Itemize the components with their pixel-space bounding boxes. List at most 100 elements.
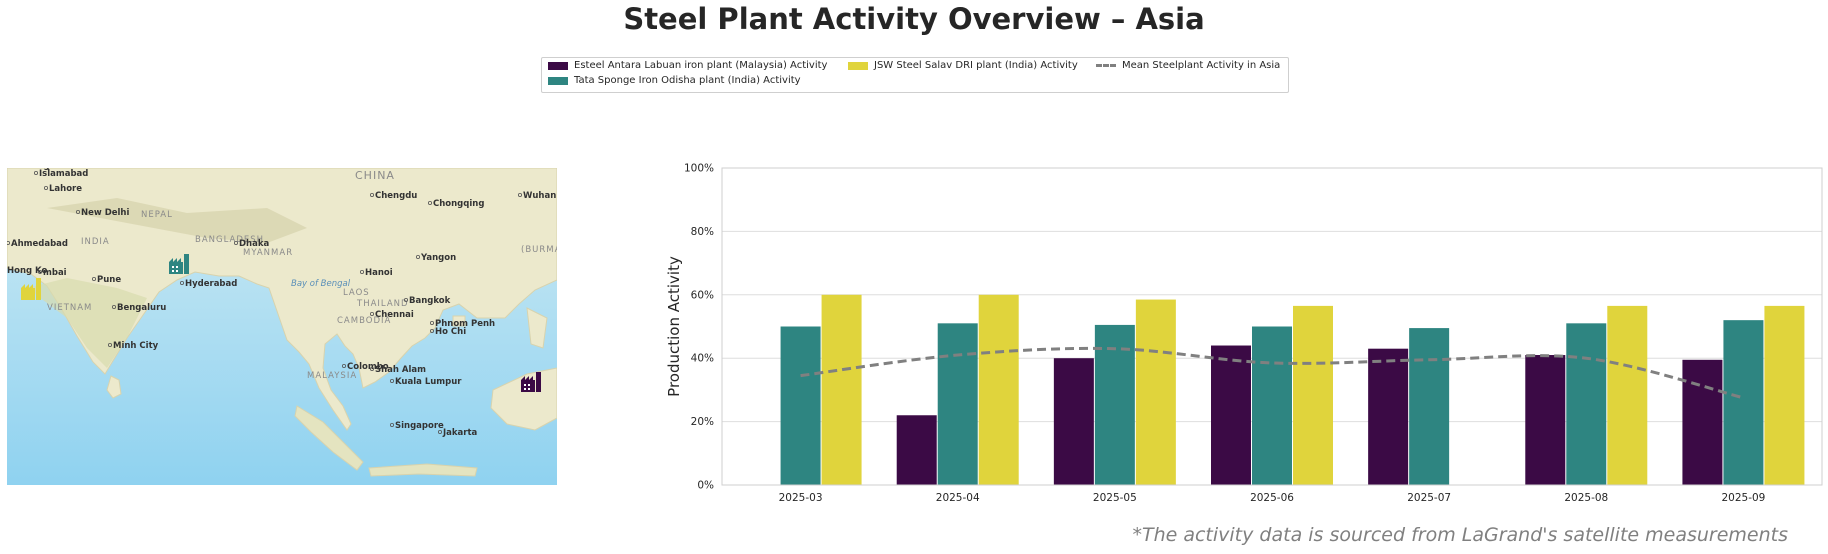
legend-swatch-jsw <box>848 61 868 70</box>
y-tick-label: 20% <box>691 416 714 428</box>
bar-series1 <box>1053 358 1094 485</box>
source-footnote: *The activity data is sourced from LaGra… <box>1132 524 1788 546</box>
map-city-dot <box>369 311 374 316</box>
map-label: Chengdu <box>375 191 417 201</box>
bar-series2 <box>937 323 978 485</box>
legend-item-mean: Mean Steelplant Activity in Asia <box>1096 60 1280 71</box>
map-land-philippines <box>526 307 548 349</box>
map-label: Ho Chi <box>435 327 466 337</box>
map-city-dot <box>76 210 81 215</box>
map-label: Shah Alam <box>375 365 426 375</box>
map-city-dot <box>403 297 408 302</box>
y-axis-label: Production Activity <box>665 256 683 397</box>
map-city-dot <box>33 171 38 176</box>
bar-series2 <box>1094 324 1135 485</box>
map-city-dot <box>108 342 113 347</box>
map-land-sumatra <box>294 405 364 471</box>
map-label: Kuala Lumpur <box>395 377 462 387</box>
bar-series1 <box>1525 355 1566 485</box>
legend-swatch-esteel <box>548 61 568 70</box>
map-label: Hanoi <box>365 268 393 278</box>
map-label: Dhaka <box>239 239 269 249</box>
x-tick-label: 2025-04 <box>936 492 980 504</box>
bar-series2 <box>1566 323 1607 485</box>
asia-map: Islamabad Lahore New Delhi NEPAL CHINA Chengd… <box>7 168 557 485</box>
y-tick-label: 60% <box>691 289 714 301</box>
map-label: Hong Ko <box>7 266 47 276</box>
map-city-dot <box>429 320 434 325</box>
map-label: Minh City <box>113 341 159 351</box>
chart-bars <box>780 294 1805 485</box>
map-label: Pune <box>97 275 121 285</box>
plant-marker-tata <box>169 254 189 274</box>
map-label: BANGLADESH <box>195 235 264 245</box>
x-tick-label: 2025-09 <box>1721 492 1765 504</box>
map-city-dot <box>359 270 364 275</box>
map-city-dot <box>429 328 434 333</box>
map-label: Colombo <box>347 362 389 372</box>
x-tick-label: 2025-06 <box>1250 492 1294 504</box>
legend-swatch-tata <box>548 76 568 85</box>
map-label: Lahore <box>49 184 82 194</box>
x-tick-label: 2025-07 <box>1407 492 1451 504</box>
map-label: Singapore <box>395 421 444 431</box>
mean-activity-line <box>800 346 1744 400</box>
map-label: NEPAL <box>141 210 173 220</box>
bar-series1 <box>1368 348 1409 485</box>
map-land-india-green <box>27 278 147 368</box>
legend-swatch-mean <box>1096 64 1116 67</box>
bar-series3 <box>1135 299 1176 485</box>
bar-series2 <box>780 326 821 485</box>
bar-series3 <box>1764 305 1805 485</box>
x-tick-label: 2025-08 <box>1564 492 1608 504</box>
map-label: (BURMA) <box>521 245 557 255</box>
map-city-dot <box>37 270 42 275</box>
map-label: Phnom Penh <box>435 319 495 329</box>
map-label: Chennai <box>375 310 414 320</box>
map-city-dot <box>369 192 374 197</box>
map-label: CAMBODIA <box>337 316 391 326</box>
map-city-dot <box>415 255 420 260</box>
bar-series1 <box>1211 345 1251 485</box>
y-tick-label: 80% <box>691 226 714 238</box>
bar-series2 <box>1723 320 1764 485</box>
map-city-dot <box>92 277 97 282</box>
y-tick-label: 40% <box>691 353 714 365</box>
map-city-dot <box>369 366 374 371</box>
chart-legend: Esteel Antara Labuan iron plant (Malaysi… <box>541 57 1289 93</box>
map-label: Chongqing <box>433 199 484 209</box>
map-label: VIETNAM <box>47 303 92 313</box>
legend-label-tata: Tata Sponge Iron Odisha plant (India) Ac… <box>574 75 801 86</box>
bar-series3 <box>1607 305 1648 485</box>
legend-item-tata: Tata Sponge Iron Odisha plant (India) Ac… <box>548 75 801 86</box>
chart-axes: 0% 20% 40% 60% 80% 100% Production Activity 202… <box>665 163 1823 504</box>
map-label: Yangon <box>420 253 456 263</box>
map-label: New Delhi <box>81 208 129 218</box>
y-tick-label: 0% <box>697 480 714 492</box>
map-city-dot <box>517 192 522 197</box>
map-land-mainland <box>7 168 557 431</box>
bar-series3 <box>978 294 1019 485</box>
map-label: Bangkok <box>409 296 451 306</box>
map-city-dot <box>233 241 238 246</box>
map-label: Bengaluru <box>117 303 166 313</box>
map-label: INDIA <box>81 237 110 247</box>
map-label: Islamabad <box>39 169 88 179</box>
map-label: MYANMAR <box>243 248 293 258</box>
map-land-mountains <box>47 198 307 243</box>
map-label: Wuhan <box>523 191 556 201</box>
map-label: mbai <box>43 268 67 278</box>
map-city-dot <box>7 241 10 245</box>
map-city-dot <box>179 281 184 286</box>
plant-marker-esteel <box>521 372 541 392</box>
map-label: Ahmedabad <box>11 239 68 249</box>
x-tick-label: 2025-05 <box>1093 492 1137 504</box>
bar-series1 <box>896 415 937 485</box>
map-city-dot <box>112 304 117 309</box>
plot-frame <box>721 167 1823 486</box>
bar-series2 <box>1252 326 1292 485</box>
legend-label-esteel: Esteel Antara Labuan iron plant (Malaysi… <box>574 60 828 71</box>
map-city-dot <box>44 185 49 190</box>
map-land-srilanka <box>106 375 122 399</box>
